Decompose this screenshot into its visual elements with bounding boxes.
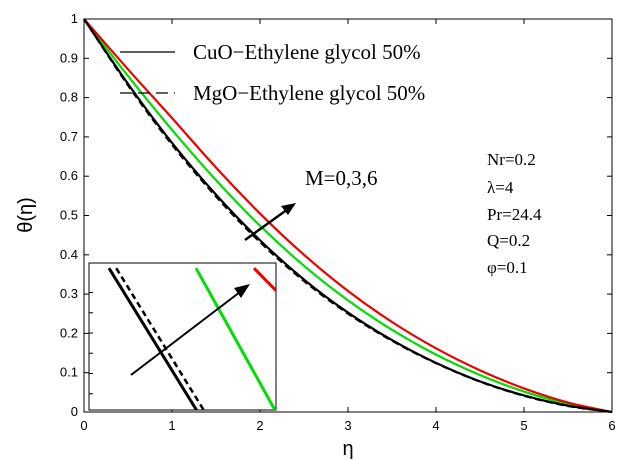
y-tick-label: 0.7 xyxy=(60,129,78,144)
annotation-arrowhead xyxy=(281,203,296,215)
y-tick-label: 0.9 xyxy=(60,50,78,65)
y-tick-label: 0.1 xyxy=(60,365,78,380)
series-line-m3 xyxy=(83,18,613,414)
x-axis-label: η xyxy=(342,438,353,460)
legend-label-mgo: MgO−Ethylene glycol 50% xyxy=(193,81,425,105)
x-tick-label: 2 xyxy=(256,418,263,433)
y-tick-label: 0.6 xyxy=(60,168,78,183)
param-pr: Pr=24.4 xyxy=(487,205,542,224)
inset-arrow xyxy=(130,291,241,376)
param-lambda: λ=4 xyxy=(487,178,514,197)
x-tick-label: 5 xyxy=(520,418,527,433)
y-tick-label: 0.5 xyxy=(60,208,78,223)
inset-line-m3 xyxy=(194,267,276,410)
x-tick-label: 1 xyxy=(168,418,175,433)
y-tick-label: 1 xyxy=(71,11,78,26)
inset-arrowhead xyxy=(234,284,250,298)
annotation-arrow xyxy=(244,207,289,242)
legend: CuO−Ethylene glycol 50% MgO−Ethylene gly… xyxy=(120,40,425,105)
x-tick-label: 3 xyxy=(344,418,351,433)
y-tick-label: 0 xyxy=(71,404,78,419)
param-nr: Nr=0.2 xyxy=(487,150,536,169)
inset-line-m0 xyxy=(107,267,199,410)
y-tick-label: 0.3 xyxy=(60,286,78,301)
x-tick-label: 6 xyxy=(608,418,615,433)
inset-lines xyxy=(107,267,276,410)
parameters: Nr=0.2 λ=4 Pr=24.4 Q=0.2 φ=0.1 xyxy=(487,150,542,277)
param-q: Q=0.2 xyxy=(487,231,530,250)
param-phi: φ=0.1 xyxy=(487,258,528,277)
series-line-m6 xyxy=(83,18,613,414)
y-tick-label: 0.4 xyxy=(60,247,78,262)
x-tick-label: 0 xyxy=(80,418,87,433)
series-line-m0-dashed xyxy=(83,18,613,413)
inset-line-m6 xyxy=(252,267,276,293)
y-tick-label: 0.8 xyxy=(60,90,78,105)
series-line-m0 xyxy=(83,18,613,414)
y-axis-label: θ(η) xyxy=(15,197,37,233)
y-tick-label: 0.2 xyxy=(60,325,78,340)
legend-label-cuo: CuO−Ethylene glycol 50% xyxy=(193,40,421,64)
annotation-m: M=0,3,6 xyxy=(305,166,378,190)
inset-line-m0-dashed xyxy=(115,267,206,410)
x-tick-label: 4 xyxy=(432,418,439,433)
